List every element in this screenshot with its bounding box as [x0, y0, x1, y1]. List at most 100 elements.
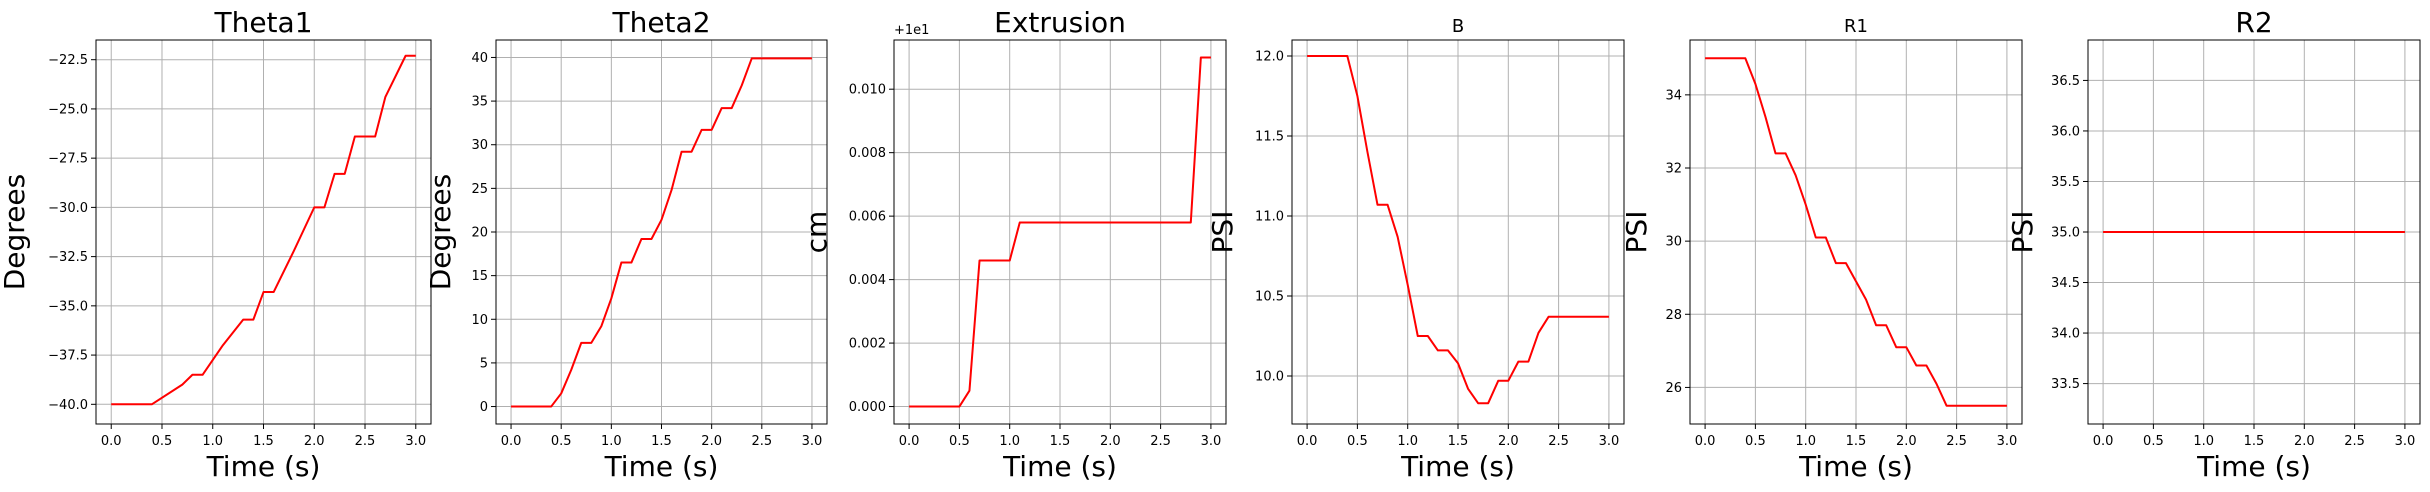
x-tick-label: 2.5	[2344, 434, 2365, 449]
x-tick-label: 2.0	[1498, 434, 1519, 449]
x-tick-label: 3.0	[405, 434, 426, 449]
y-tick-label: 0.010	[849, 83, 886, 98]
x-tick-label: 0.0	[2093, 434, 2114, 449]
x-axis-label: Time (s)	[206, 450, 321, 483]
x-tick-label: 0.5	[551, 434, 572, 449]
x-tick-label: 2.5	[751, 434, 772, 449]
x-tick-label: 1.5	[2244, 434, 2265, 449]
x-axis-label: Time (s)	[604, 450, 719, 483]
x-tick-label: 2.0	[701, 434, 722, 449]
y-tick-label: 20	[471, 226, 488, 241]
y-tick-label: 36.5	[2051, 74, 2080, 89]
y-axis-label: PSI	[1206, 211, 1239, 254]
y-tick-label: 0.008	[849, 146, 886, 161]
series-line	[1307, 55, 1609, 405]
y-tick-label: 34	[1665, 88, 1682, 103]
x-tick-label: 3.0	[2395, 434, 2416, 449]
chart-title: Extrusion	[994, 6, 1126, 39]
axis-offset-label: +1e1	[894, 23, 929, 38]
x-tick-label: 0.5	[152, 434, 173, 449]
x-tick-label: 0.5	[1745, 434, 1766, 449]
y-tick-label: 35.5	[2051, 175, 2080, 190]
y-axis-label: PSI	[2006, 211, 2039, 254]
x-tick-label: 0.5	[949, 434, 970, 449]
chart-title: B	[1452, 16, 1464, 37]
x-tick-label: 0.0	[1695, 434, 1716, 449]
chart-title: Theta2	[611, 6, 710, 39]
x-tick-label: 3.0	[1997, 434, 2018, 449]
y-tick-label: 10.0	[1255, 370, 1284, 385]
x-tick-label: 1.0	[601, 434, 622, 449]
chart-title: R2	[2235, 6, 2272, 39]
x-tick-label: 0.0	[899, 434, 920, 449]
y-tick-label: −25.0	[48, 102, 88, 117]
y-tick-label: 12.0	[1255, 50, 1284, 65]
y-tick-label: 40	[471, 51, 488, 66]
y-tick-label: 26	[1665, 381, 1682, 396]
series-line	[1705, 57, 2007, 407]
y-tick-label: 11.5	[1255, 130, 1284, 145]
series-line	[909, 56, 1211, 408]
x-tick-label: 2.5	[355, 434, 376, 449]
x-tick-label: 3.0	[1599, 434, 1620, 449]
y-tick-label: 34.0	[2051, 327, 2080, 342]
y-tick-label: 25	[471, 182, 488, 197]
x-tick-label: 2.0	[2294, 434, 2315, 449]
y-tick-label: 15	[471, 269, 488, 284]
y-tick-label: −37.5	[48, 349, 88, 364]
x-tick-label: 1.0	[1795, 434, 1816, 449]
x-tick-label: 1.5	[1846, 434, 1867, 449]
y-tick-label: −40.0	[48, 398, 88, 413]
y-tick-label: 10	[471, 313, 488, 328]
y-tick-label: 0	[480, 400, 488, 415]
y-tick-label: 30	[1665, 235, 1682, 250]
x-tick-label: 2.5	[1150, 434, 1171, 449]
x-tick-label: 2.5	[1548, 434, 1569, 449]
x-axis-label: Time (s)	[1002, 450, 1117, 483]
x-tick-label: 0.5	[2143, 434, 2164, 449]
x-tick-label: 2.5	[1946, 434, 1967, 449]
series-line	[511, 57, 812, 408]
y-axis-label: PSI	[1620, 211, 1653, 254]
x-tick-label: 1.5	[1448, 434, 1469, 449]
x-axis-label: Time (s)	[1400, 450, 1515, 483]
x-tick-label: 1.5	[253, 434, 274, 449]
y-tick-label: 0.002	[849, 337, 886, 352]
y-tick-label: −30.0	[48, 201, 88, 216]
y-tick-label: −35.0	[48, 299, 88, 314]
x-tick-label: 1.0	[1397, 434, 1418, 449]
x-tick-label: 2.0	[304, 434, 325, 449]
y-tick-label: 34.5	[2051, 276, 2080, 291]
y-tick-label: −22.5	[48, 53, 88, 68]
y-axis-label: cm	[800, 211, 833, 254]
x-axis-label: Time (s)	[2196, 450, 2311, 483]
series-line	[111, 54, 416, 406]
x-tick-label: 2.0	[1100, 434, 1121, 449]
x-tick-label: 1.5	[1050, 434, 1071, 449]
x-tick-label: 0.5	[1347, 434, 1368, 449]
y-tick-label: −27.5	[48, 152, 88, 167]
y-tick-label: 0.004	[849, 273, 886, 288]
y-axis-label: Degrees	[424, 174, 457, 291]
y-tick-label: 35	[471, 95, 488, 110]
x-tick-label: 1.0	[202, 434, 223, 449]
x-tick-label: 2.0	[1896, 434, 1917, 449]
y-tick-label: 36.0	[2051, 124, 2080, 139]
y-tick-label: 35.0	[2051, 226, 2080, 241]
y-tick-label: 10.5	[1255, 290, 1284, 305]
x-tick-label: 1.0	[2193, 434, 2214, 449]
chart-title: Theta1	[213, 6, 312, 39]
y-tick-label: 5	[480, 356, 488, 371]
chart-title: R1	[1844, 16, 1868, 37]
x-tick-label: 0.0	[101, 434, 122, 449]
x-axis-label: Time (s)	[1798, 450, 1913, 483]
y-tick-label: 30	[471, 138, 488, 153]
x-tick-label: 0.0	[501, 434, 522, 449]
y-tick-label: 11.0	[1255, 210, 1284, 225]
y-tick-label: 32	[1665, 162, 1682, 177]
x-tick-label: 3.0	[1201, 434, 1222, 449]
y-axis-label: Degrees	[0, 174, 31, 291]
x-tick-label: 3.0	[802, 434, 823, 449]
y-tick-label: 28	[1665, 308, 1682, 323]
